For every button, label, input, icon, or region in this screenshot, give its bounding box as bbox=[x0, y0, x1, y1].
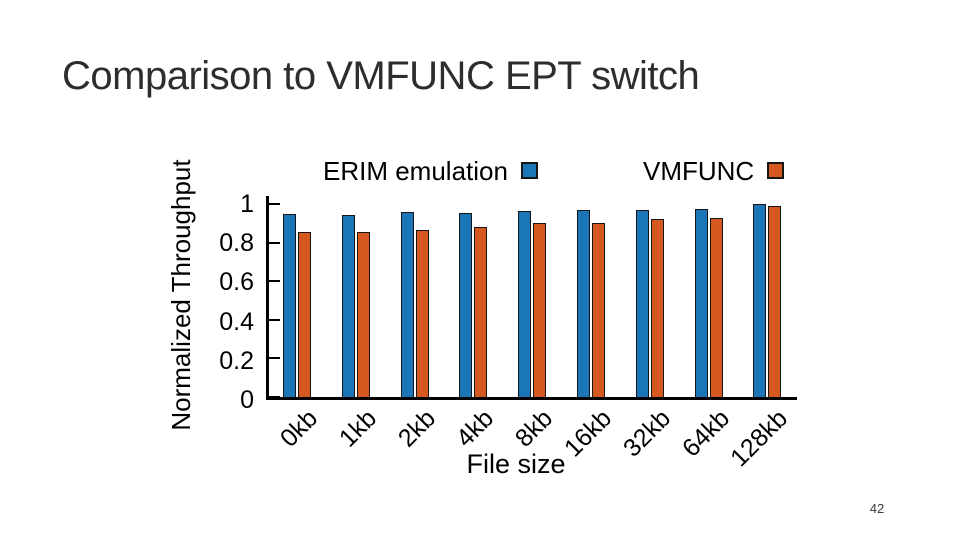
page-number: 42 bbox=[869, 501, 885, 516]
slide-title: Comparison to VMFUNC EPT switch bbox=[62, 54, 700, 98]
bar-32kb-vmfunc bbox=[650, 219, 664, 397]
bar-0kb-erim bbox=[283, 214, 296, 397]
y-tick-label: 0.6 bbox=[219, 268, 254, 297]
bar-64kb-erim bbox=[694, 209, 708, 397]
y-tick-mark bbox=[269, 396, 280, 398]
legend-entry-vmfunc: VMFUNC bbox=[643, 156, 785, 186]
bar-8kb-vmfunc bbox=[533, 223, 547, 397]
y-tick-mark bbox=[269, 241, 280, 244]
bar-4kb-erim bbox=[459, 213, 473, 397]
bar-4kb-vmfunc bbox=[474, 227, 488, 397]
legend-entry-erim: ERIM emulation bbox=[323, 158, 538, 184]
bar-1kb-vmfunc bbox=[356, 232, 370, 397]
y-tick-label: 0.8 bbox=[219, 229, 254, 258]
bar-128kb-vmfunc bbox=[768, 206, 782, 397]
y-tick-label: 0.2 bbox=[219, 346, 254, 375]
legend-swatch-vmfunc bbox=[767, 162, 785, 179]
legend-label-erim: ERIM emulation bbox=[323, 156, 508, 186]
y-tick-mark bbox=[269, 357, 280, 360]
bar-16kb-erim bbox=[577, 210, 590, 397]
y-tick-mark bbox=[269, 318, 280, 321]
y-tick-mark bbox=[269, 280, 280, 283]
plot-area bbox=[266, 196, 797, 400]
y-tick-label: 0.4 bbox=[219, 307, 254, 336]
legend-label-vmfunc: VMFUNC bbox=[643, 156, 755, 186]
bar-1kb-erim bbox=[341, 215, 355, 397]
x-axis-title: File size bbox=[466, 449, 566, 479]
bar-2kb-erim bbox=[400, 212, 414, 397]
bar-64kb-vmfunc bbox=[709, 218, 723, 397]
bar-32kb-erim bbox=[635, 210, 649, 397]
bar-0kb-vmfunc bbox=[298, 232, 311, 397]
y-tick-label: 1 bbox=[240, 190, 254, 218]
bar-16kb-vmfunc bbox=[592, 223, 605, 397]
y-tick-mark bbox=[269, 203, 280, 205]
bar-8kb-erim bbox=[518, 211, 532, 397]
bar-2kb-vmfunc bbox=[415, 230, 429, 397]
legend-swatch-erim bbox=[520, 162, 538, 179]
y-tick-label: 0 bbox=[240, 386, 254, 414]
bar-128kb-erim bbox=[753, 204, 767, 397]
